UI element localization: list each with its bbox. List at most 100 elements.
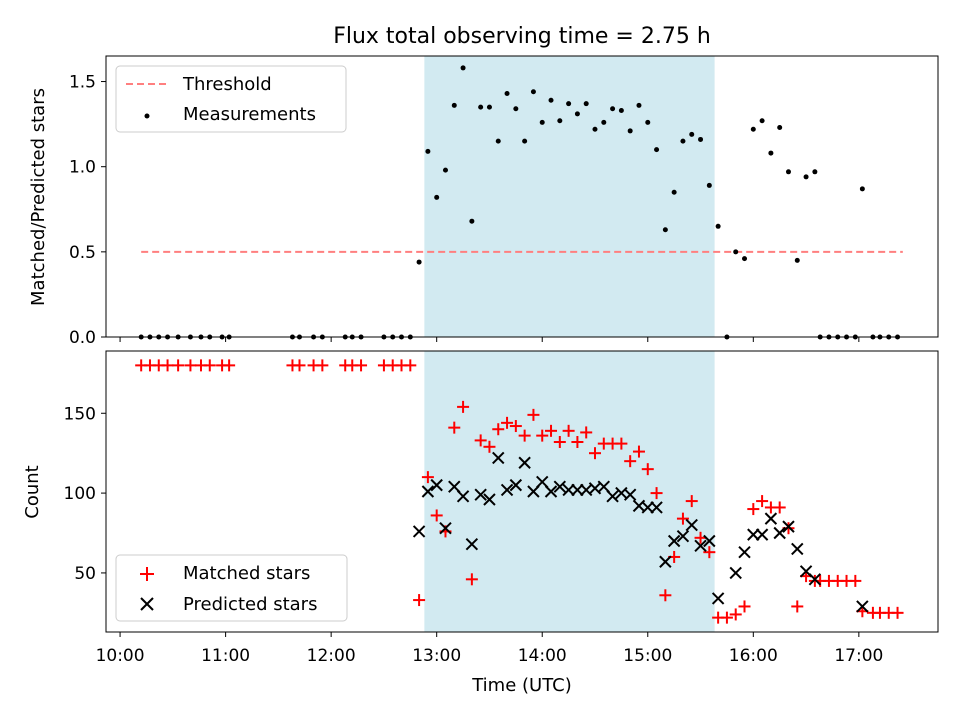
legend-measurements-swatch bbox=[144, 113, 150, 119]
predicted-star-point bbox=[650, 501, 663, 514]
measurement-point bbox=[495, 138, 501, 144]
x-axis-label: Time (UTC) bbox=[471, 675, 572, 696]
measurement-point bbox=[425, 148, 431, 154]
measurement-point bbox=[504, 90, 510, 96]
measurement-point bbox=[478, 104, 484, 110]
x-tick-label: 11:00 bbox=[201, 646, 250, 666]
matched-star-point bbox=[756, 495, 769, 508]
measurement-point bbox=[460, 65, 466, 71]
predicted-star-point bbox=[694, 539, 707, 552]
measurement-point bbox=[698, 136, 704, 142]
matched-star-point bbox=[457, 400, 470, 413]
measurement-point bbox=[636, 102, 642, 108]
matched-star-point bbox=[747, 503, 760, 516]
matched-star-point bbox=[720, 611, 733, 624]
predicted-star-point bbox=[527, 485, 540, 498]
top-x-ticks bbox=[119, 337, 860, 342]
matched-star-point bbox=[483, 440, 496, 453]
measurement-point bbox=[530, 89, 536, 95]
measurement-point bbox=[539, 119, 545, 125]
predicted-star-point bbox=[571, 483, 584, 497]
measurement-point bbox=[574, 111, 580, 117]
matched-star-point bbox=[891, 606, 904, 619]
y-tick-label: 1.5 bbox=[69, 73, 96, 93]
predicted-star-point bbox=[518, 456, 531, 469]
legend-matched-label: Matched stars bbox=[183, 563, 310, 584]
shaded-span bbox=[424, 56, 715, 337]
predicted-star-point bbox=[729, 566, 742, 580]
top-y-axis-label: Matched/Predicted stars bbox=[28, 88, 49, 306]
predicted-star-point bbox=[606, 490, 619, 503]
matched-star-point bbox=[223, 359, 236, 372]
measurement-point bbox=[750, 126, 756, 132]
predicted-star-point bbox=[439, 522, 452, 535]
measurement-point bbox=[610, 106, 616, 112]
matched-star-point bbox=[791, 600, 804, 613]
x-tick-label: 13:00 bbox=[412, 646, 461, 666]
matched-star-point bbox=[849, 574, 862, 587]
bottom-y-axis-label: Count bbox=[22, 465, 43, 518]
matched-star-point bbox=[501, 416, 514, 429]
predicted-star-point bbox=[553, 480, 567, 493]
x-tick-label: 16:00 bbox=[729, 646, 778, 666]
matched-star-point bbox=[659, 589, 672, 602]
matched-star-point bbox=[355, 359, 368, 372]
measurement-point bbox=[706, 182, 712, 188]
predicted-star-point bbox=[667, 534, 681, 548]
legend-measurements-label: Measurements bbox=[183, 104, 316, 125]
matched-star-point bbox=[571, 436, 584, 449]
measurement-point bbox=[592, 126, 598, 132]
legend-predicted-swatch bbox=[140, 597, 154, 611]
matched-star-point bbox=[527, 408, 540, 421]
predicted-star-point bbox=[791, 542, 804, 556]
measurement-point bbox=[662, 227, 668, 233]
predicted-star-point bbox=[492, 451, 505, 465]
legend-predicted-label: Predicted stars bbox=[183, 594, 317, 615]
top-axes-frame bbox=[105, 55, 939, 338]
measurement-point bbox=[645, 119, 651, 125]
matched-star-point bbox=[729, 608, 742, 621]
matched-star-point bbox=[293, 359, 306, 372]
matched-star-point bbox=[676, 512, 689, 525]
matched-star-point bbox=[553, 436, 566, 449]
predicted-star-point bbox=[676, 529, 690, 543]
measurement-points bbox=[138, 65, 901, 340]
predicted-star-point bbox=[430, 478, 443, 492]
predicted-star-point bbox=[747, 528, 760, 541]
measurement-point bbox=[768, 150, 774, 156]
matched-star-point bbox=[694, 531, 707, 544]
top-y-ticks: 0.0 0.5 1.0 1.5 bbox=[69, 73, 106, 348]
matched-star-point bbox=[685, 495, 698, 508]
matched-star-point bbox=[588, 447, 601, 460]
matched-star-point bbox=[465, 573, 478, 586]
matched-star-point bbox=[738, 600, 751, 613]
matched-star-point bbox=[624, 455, 637, 468]
bottom-legend: Matched stars Predicted stars bbox=[115, 554, 348, 622]
y-tick-label: 150 bbox=[64, 404, 96, 424]
y-tick-label: 50 bbox=[74, 564, 96, 584]
matched-star-point bbox=[404, 359, 417, 372]
matched-star-point bbox=[509, 420, 522, 433]
matched-star-point bbox=[580, 426, 593, 439]
measurement-point bbox=[715, 223, 721, 229]
matched-star-point bbox=[615, 437, 628, 450]
measurement-point bbox=[451, 102, 457, 108]
matched-star-point bbox=[703, 546, 716, 559]
predicted-star-point bbox=[465, 537, 479, 551]
predicted-star-point bbox=[856, 600, 869, 613]
predicted-star-point bbox=[483, 493, 496, 506]
predicted-star-point bbox=[764, 512, 778, 525]
predicted-star-point bbox=[421, 485, 435, 498]
predicted-star-point bbox=[544, 485, 558, 498]
matched-star-point bbox=[203, 359, 216, 372]
matched-star-point bbox=[448, 421, 461, 434]
y-tick-label: 0.5 bbox=[69, 243, 96, 263]
predicted-star-point bbox=[659, 555, 672, 568]
predicted-star-point bbox=[703, 534, 716, 548]
matched-star-point bbox=[650, 487, 663, 500]
matched-star-point bbox=[316, 359, 329, 372]
predicted-star-points bbox=[412, 451, 869, 613]
measurement-point bbox=[777, 125, 783, 131]
x-tick-label: 17:00 bbox=[834, 646, 883, 666]
